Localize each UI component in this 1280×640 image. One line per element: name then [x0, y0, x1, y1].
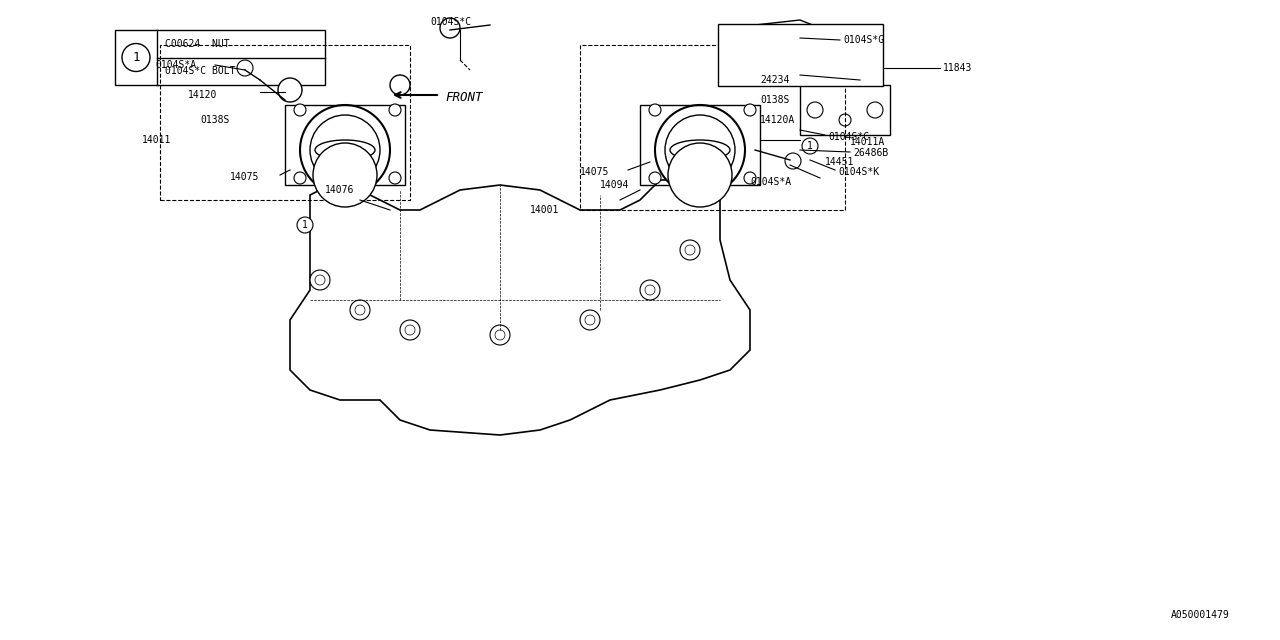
Text: 14011: 14011 [142, 135, 172, 145]
Circle shape [337, 142, 353, 158]
Text: 14075: 14075 [580, 167, 609, 177]
Circle shape [649, 172, 660, 184]
Circle shape [649, 104, 660, 116]
Circle shape [666, 115, 735, 185]
Text: 0104S*C: 0104S*C [828, 132, 869, 142]
Text: 14011A: 14011A [850, 137, 886, 147]
Text: 11843: 11843 [943, 63, 973, 73]
Circle shape [404, 325, 415, 335]
Circle shape [795, 25, 805, 35]
Circle shape [237, 60, 253, 76]
Ellipse shape [315, 140, 375, 160]
Text: 1: 1 [132, 51, 140, 64]
Text: 0104S*C BOLT: 0104S*C BOLT [165, 67, 236, 76]
Text: 0104S*A: 0104S*A [155, 60, 196, 70]
Circle shape [785, 153, 801, 169]
Text: FRONT: FRONT [445, 90, 483, 104]
Text: 1: 1 [302, 220, 308, 230]
Circle shape [744, 104, 756, 116]
Circle shape [692, 142, 708, 158]
Text: 14001: 14001 [530, 205, 559, 215]
Text: C00624  NUT: C00624 NUT [165, 39, 229, 49]
Text: 26486B: 26486B [852, 148, 888, 158]
Circle shape [310, 270, 330, 290]
Circle shape [310, 115, 380, 185]
Text: 14076: 14076 [325, 185, 355, 195]
Text: 24234: 24234 [760, 75, 790, 85]
Polygon shape [721, 50, 881, 85]
Bar [115, 30, 325, 85]
Text: 0104S*G: 0104S*G [844, 35, 884, 45]
Circle shape [389, 172, 401, 184]
Circle shape [440, 18, 460, 38]
Circle shape [585, 315, 595, 325]
Text: A050001479: A050001479 [1171, 610, 1230, 620]
Circle shape [297, 217, 314, 233]
Circle shape [122, 44, 150, 72]
Circle shape [294, 172, 306, 184]
Circle shape [645, 285, 655, 295]
Text: 14094: 14094 [600, 180, 630, 190]
Circle shape [655, 105, 745, 195]
Circle shape [490, 325, 509, 345]
Circle shape [744, 172, 756, 184]
Circle shape [315, 275, 325, 285]
Text: 0138S: 0138S [760, 95, 790, 105]
Bar [800, 85, 890, 135]
Circle shape [278, 78, 302, 102]
Circle shape [806, 102, 823, 118]
Text: 0104S*K: 0104S*K [838, 167, 879, 177]
Circle shape [838, 114, 851, 126]
Text: 14075: 14075 [230, 172, 260, 182]
Circle shape [389, 104, 401, 116]
Polygon shape [755, 20, 826, 50]
Text: 0104S*C: 0104S*C [430, 17, 471, 27]
Circle shape [668, 143, 732, 207]
Bar [160, 45, 410, 200]
Bar [580, 45, 845, 210]
Circle shape [314, 143, 378, 207]
Bar [718, 24, 883, 86]
Circle shape [300, 105, 390, 195]
Ellipse shape [669, 140, 730, 160]
Circle shape [640, 280, 660, 300]
Text: 0138S: 0138S [200, 115, 229, 125]
Text: 0104S*A: 0104S*A [750, 177, 791, 187]
Bar [640, 105, 760, 185]
Circle shape [294, 104, 306, 116]
Circle shape [763, 25, 777, 39]
Text: 1: 1 [808, 141, 813, 151]
Bar [285, 105, 404, 185]
Circle shape [401, 320, 420, 340]
Circle shape [580, 310, 600, 330]
Circle shape [355, 305, 365, 315]
Circle shape [867, 102, 883, 118]
Circle shape [390, 75, 410, 95]
Circle shape [685, 245, 695, 255]
Text: 14120: 14120 [188, 90, 218, 100]
Text: 14120A: 14120A [760, 115, 795, 125]
Polygon shape [291, 180, 750, 435]
Text: 14451: 14451 [826, 157, 854, 167]
Circle shape [680, 240, 700, 260]
Circle shape [349, 300, 370, 320]
Circle shape [803, 138, 818, 154]
Circle shape [495, 330, 506, 340]
